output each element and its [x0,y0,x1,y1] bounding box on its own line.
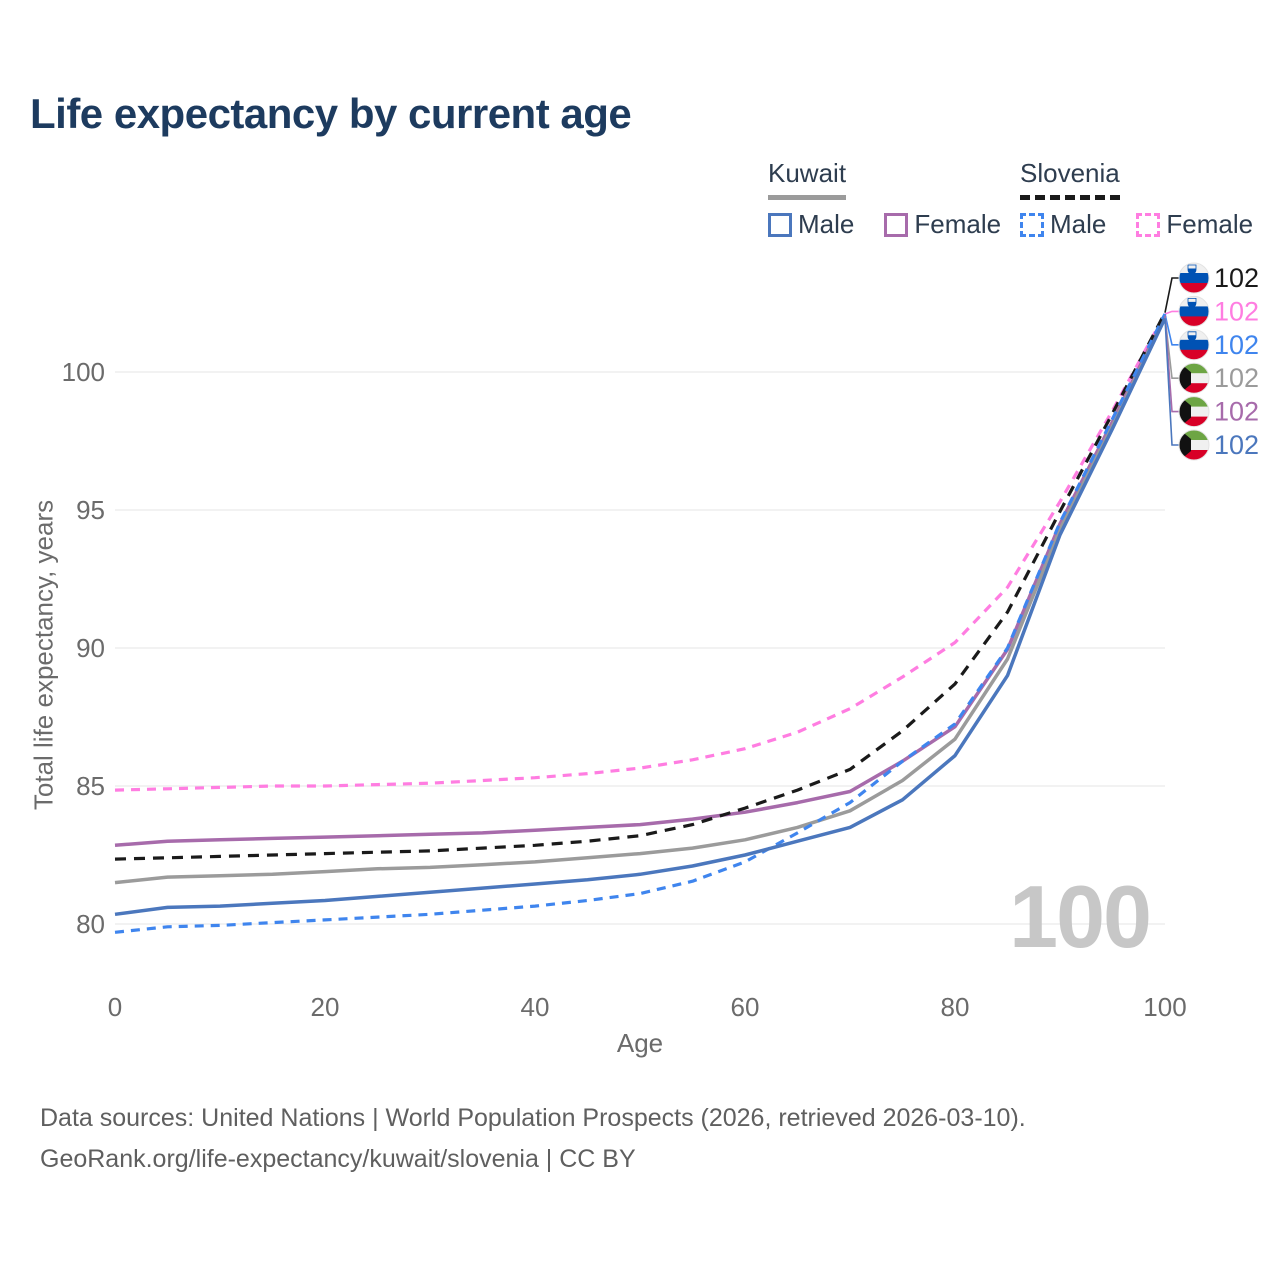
legend-group-slovenia: Slovenia Male Female [1020,158,1280,240]
slovenia-female-swatch-icon [1136,212,1161,237]
flag-ring [1178,396,1210,428]
kuwait-flag-icon [1178,429,1210,461]
legend: Kuwait Male Female Slovenia Male Female [0,158,1280,258]
age-counter-watermark: 100 [1009,867,1150,966]
series-line-kuwait-female[interactable] [114,314,1167,848]
flag-stripes [1179,396,1209,427]
flag-band [1179,440,1209,451]
y-axis-title: Total life expectancy, years [28,499,59,811]
flag-ring [1178,295,1210,327]
slovenia-shield [1187,264,1197,275]
flag-band [1179,406,1209,417]
x-tick-100: 100 [1143,992,1186,1022]
flag-band [1179,363,1209,374]
kuwait-male-swatch-icon [768,212,792,237]
slovenia-male-swatch-icon [1020,212,1044,237]
end-value-label-kuwait-female: 102 [1214,397,1259,427]
shield-mountains [1188,335,1196,342]
legend-item-kuwait-male[interactable]: Male [768,209,854,240]
x-tick-40: 40 [521,992,550,1022]
kuwait-female-swatch-icon [884,212,909,237]
y-tick-95: 95 [76,495,105,525]
end-value-label-slovenia-female: 102 [1214,296,1259,326]
shield-mountains [1188,301,1196,308]
x-tick-80: 80 [941,992,970,1022]
y-tick-90: 90 [76,633,105,663]
legend-label-slovenia-female: Female [1166,209,1254,239]
end-label-connector-slovenia-total [1164,277,1179,313]
legend-item-slovenia-male[interactable]: Male [1020,209,1106,240]
kuwait-trapezoid [1179,363,1191,394]
legend-item-slovenia-female[interactable]: Female [1136,209,1253,240]
flag-band [1179,339,1209,351]
flag-stripes [1179,296,1209,327]
kuwait-flag-icon [1178,396,1210,428]
kuwait-trapezoid [1179,430,1191,460]
y-tick-100: 100 [62,357,105,387]
legend-group-kuwait: Kuwait Male Female [768,158,1031,240]
page-title: Life expectancy by current age [30,90,632,137]
flag-band [1179,306,1209,317]
flag-band [1179,396,1209,407]
footer-data-sources: Data sources: United Nations | World Pop… [40,1104,1026,1132]
flag-ring [1178,362,1210,394]
legend-row-slovenia: Male Female [1020,209,1280,240]
flag-stripes [1179,430,1209,460]
slovenia-flag-icon [1178,262,1210,294]
flag-band [1179,430,1209,441]
slovenia-shield [1187,331,1197,342]
flag-ring [1178,262,1210,294]
slovenia-flag-icon [1178,295,1210,327]
series-line-kuwait-total[interactable] [114,316,1167,885]
flag-band [1179,450,1209,460]
flag-band [1179,349,1209,360]
series-line-slovenia-total[interactable] [114,311,1167,861]
slovenia-shield [1187,297,1197,309]
flag-ring [1178,429,1210,461]
x-tick-20: 20 [311,992,340,1022]
end-label-connector-kuwait-male [1164,318,1179,446]
flag-band [1179,283,1209,293]
flag-ring [1178,329,1210,361]
end-value-label-kuwait-total: 102 [1214,363,1259,393]
series-line-slovenia-female[interactable] [114,313,1167,792]
footer-attribution-link: GeoRank.org/life-expectancy/kuwait/slove… [40,1145,636,1173]
legend-country-kuwait[interactable]: Kuwait [768,158,847,200]
flag-band [1179,373,1209,384]
end-label-connector-slovenia-male [1164,313,1179,346]
end-label-connector-slovenia-female [1164,310,1179,315]
flag-band [1179,316,1209,327]
flag-stripes [1179,329,1209,360]
series-line-kuwait-male[interactable] [114,317,1167,917]
y-tick-80: 80 [76,909,105,939]
kuwait-flag-icon [1178,362,1210,394]
end-value-label-kuwait-male: 102 [1214,430,1259,460]
x-axis-title: Age [616,1028,664,1058]
end-value-label-slovenia-total: 102 [1214,263,1259,293]
footer: Data sources: United Nations | World Pop… [40,1106,1026,1188]
end-value-label-slovenia-male: 102 [1214,330,1259,360]
flag-stripes [1179,363,1209,394]
legend-country-slovenia[interactable]: Slovenia [1020,158,1120,200]
legend-row-kuwait: Male Female [768,209,1031,240]
flag-band [1179,416,1209,427]
flag-stripes [1179,263,1209,293]
slovenia-flag-icon [1178,329,1210,361]
flag-band [1179,383,1209,394]
legend-label-slovenia-male: Male [1050,209,1107,239]
legend-label-kuwait-male: Male [798,209,855,239]
x-tick-0: 0 [108,992,122,1022]
series-line-slovenia-male[interactable] [114,313,1167,934]
kuwait-trapezoid [1179,396,1191,427]
flag-band [1179,273,1209,284]
legend-label-kuwait-female: Female [914,209,1002,239]
legend-item-kuwait-female[interactable]: Female [884,209,1001,240]
y-tick-85: 85 [76,771,105,801]
x-tick-60: 60 [731,992,760,1022]
shield-mountains [1188,268,1196,275]
